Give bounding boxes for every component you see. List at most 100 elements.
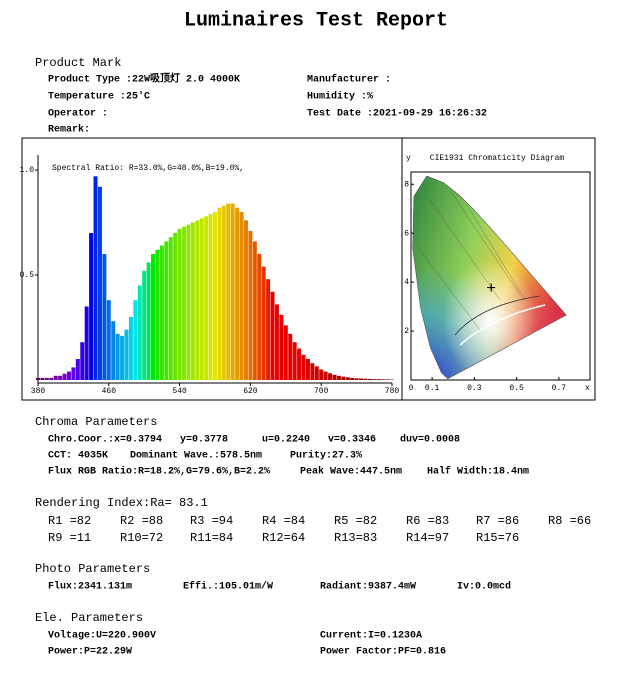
x-tick-label: 0 bbox=[409, 384, 414, 393]
spectrum-bar bbox=[186, 224, 191, 380]
spectrum-bar bbox=[323, 371, 328, 380]
field: CCT: 4035K bbox=[48, 451, 108, 462]
y-tick-label: 1.0 bbox=[20, 166, 35, 175]
field: Operator : bbox=[48, 109, 108, 120]
field: Power Factor:PF=0.816 bbox=[320, 647, 446, 658]
locus-outline bbox=[412, 175, 567, 380]
spectrum-bar bbox=[248, 230, 253, 380]
spectrum-bar bbox=[151, 254, 156, 380]
field: v=0.3346 bbox=[328, 435, 376, 446]
spectrum-bar bbox=[350, 377, 355, 380]
field: y=0.3778 bbox=[180, 435, 228, 446]
spectrum-bar bbox=[75, 359, 80, 380]
spectrum-bar bbox=[261, 266, 266, 380]
spectrum-bar bbox=[164, 241, 169, 380]
field: Temperature :25'C bbox=[48, 91, 150, 103]
spectrum-bar bbox=[252, 241, 257, 380]
spectrum-bar bbox=[270, 291, 275, 380]
spectrum-bar bbox=[217, 207, 222, 380]
spectrum-bar bbox=[243, 220, 248, 380]
field: Manufacturer : bbox=[307, 74, 391, 86]
spectrum-bar bbox=[111, 321, 116, 380]
x-tick-label: 460 bbox=[102, 387, 117, 396]
chromaticity-locus bbox=[412, 176, 567, 379]
field: R10=72 bbox=[120, 531, 163, 545]
x-tick-label: 780 bbox=[385, 387, 400, 396]
spectrum-bar bbox=[328, 373, 333, 380]
spectrum-bar bbox=[354, 378, 359, 380]
spectrum-bar bbox=[367, 378, 372, 380]
spectrum-bar bbox=[341, 376, 346, 380]
field: Current:I=0.1230A bbox=[320, 631, 422, 642]
spectrum-bar bbox=[137, 285, 142, 380]
spectrum-bar bbox=[213, 212, 217, 380]
spectrum-bar bbox=[102, 254, 107, 380]
x-tick-label: 380 bbox=[31, 387, 46, 396]
field: R13=83 bbox=[334, 531, 377, 545]
spectrum-bar bbox=[62, 373, 67, 380]
field: Purity:27.3% bbox=[290, 450, 362, 462]
field: Test Date :2021-09-29 16:26:32 bbox=[307, 109, 487, 120]
field: Peak Wave:447.5nm bbox=[300, 466, 402, 478]
y-tick-label: .2 bbox=[399, 327, 409, 336]
spectrum-bar bbox=[36, 377, 40, 380]
spectrum-bar bbox=[97, 186, 102, 380]
chromaticity-point bbox=[487, 283, 496, 292]
spectrum-bar bbox=[336, 375, 341, 380]
spectrum-bar bbox=[301, 354, 306, 380]
y-tick-label: .6 bbox=[399, 229, 409, 238]
field: Flux:2341.131m bbox=[48, 581, 132, 593]
x-tick-label: 540 bbox=[172, 387, 187, 396]
spectrum-bar bbox=[115, 333, 120, 380]
y-axis-label: y bbox=[406, 154, 411, 163]
field: Remark: bbox=[48, 124, 90, 136]
field: R15=76 bbox=[476, 531, 519, 545]
spectrum-bar bbox=[142, 270, 147, 380]
field: Product Type :22W吸顶灯 2.0 4000K bbox=[48, 72, 240, 86]
y-tick-label: 0.5 bbox=[20, 271, 35, 280]
spectrum-bar bbox=[292, 342, 297, 380]
field: Effi.:105.01m/W bbox=[183, 581, 273, 593]
field: R6 =83 bbox=[406, 514, 449, 528]
cie-plot-box bbox=[410, 171, 591, 381]
field: R12=64 bbox=[262, 531, 305, 545]
field: R3 =94 bbox=[190, 514, 233, 528]
spectrum-bar bbox=[71, 367, 76, 380]
spectrum-bar bbox=[58, 375, 63, 380]
spectrum-bar bbox=[168, 237, 173, 380]
field: Flux RGB Ratio:R=18.2%,G=79.6%,B=2.2% bbox=[48, 466, 270, 478]
spectrum-bar bbox=[230, 203, 235, 380]
x-tick-label: 0.7 bbox=[552, 384, 567, 393]
spectrum-bar bbox=[93, 176, 98, 380]
spectrum-bar bbox=[120, 335, 125, 380]
spectrum-bar bbox=[288, 333, 293, 380]
spectrum-bar bbox=[221, 205, 226, 380]
spectrum-bar bbox=[376, 379, 381, 380]
field: Radiant:9387.4mW bbox=[320, 581, 416, 593]
field: Chro.Coor.:x=0.3794 bbox=[48, 434, 162, 446]
section-heading: Chroma Parameters bbox=[35, 415, 157, 429]
field: Voltage:U=220.900V bbox=[48, 630, 156, 642]
spectrum-bar bbox=[279, 314, 284, 380]
spectrum-bar bbox=[381, 379, 386, 380]
section-heading: Photo Parameters bbox=[35, 562, 150, 576]
spectrum-bar bbox=[372, 379, 377, 380]
spectrum-bar bbox=[385, 379, 390, 380]
spectrum-bar bbox=[49, 377, 54, 380]
field: R2 =88 bbox=[120, 514, 163, 528]
x-tick-label: 700 bbox=[314, 387, 329, 396]
spectrum-bar bbox=[66, 371, 71, 380]
spectrum-bar bbox=[274, 304, 279, 380]
section-heading: Product Mark bbox=[35, 56, 121, 70]
spectrum-bar bbox=[182, 226, 187, 380]
x-tick-label: 620 bbox=[243, 387, 258, 396]
x-tick-label: 0.3 bbox=[467, 384, 482, 393]
field: Humidity :% bbox=[307, 91, 373, 103]
spectrum-bar bbox=[190, 222, 195, 380]
spectrum-annotation: Spectral Ratio: R=33.0%,G=48.0%,B=19.0%, bbox=[52, 164, 244, 173]
spectrum-bar bbox=[40, 377, 45, 380]
spectrum-bar bbox=[53, 375, 58, 380]
spectrum-bar bbox=[124, 329, 129, 380]
spectrum-bar bbox=[363, 378, 368, 380]
